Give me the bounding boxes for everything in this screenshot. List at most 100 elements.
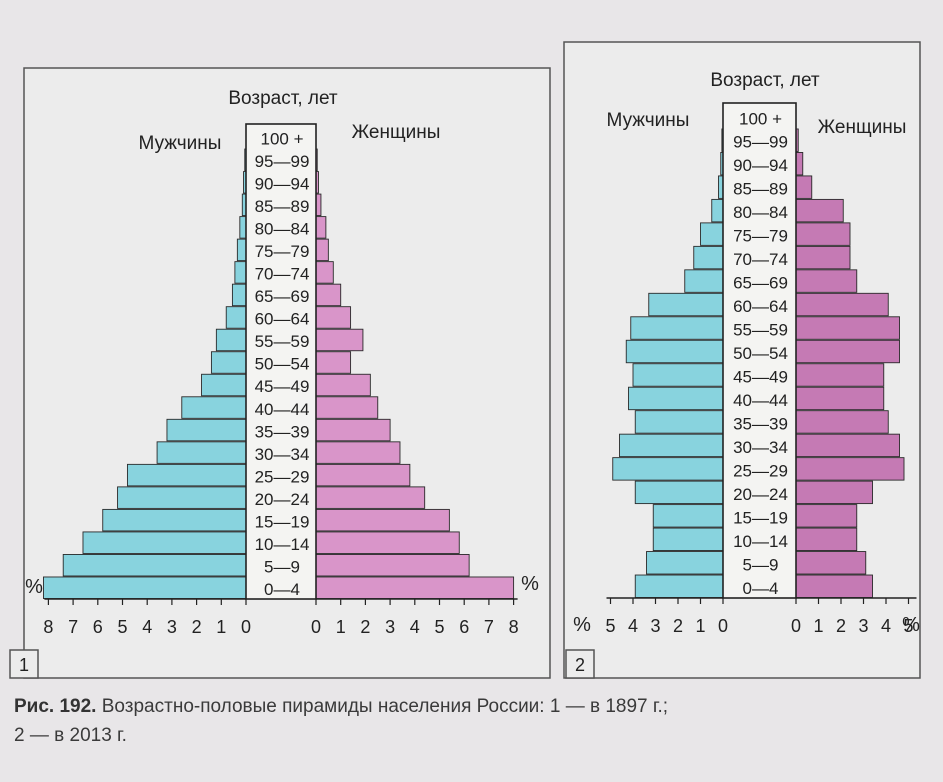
bar-male [652, 504, 724, 528]
bar-female [315, 531, 460, 554]
age-group-label: 25—29 [255, 467, 310, 486]
panel-1-number-box [9, 649, 39, 679]
tick-label: 2 [673, 616, 683, 636]
age-group-label: 20—24 [255, 490, 310, 509]
tick-label: 3 [858, 616, 868, 636]
tick-label: 4 [628, 616, 638, 636]
age-group-label: 30—34 [255, 445, 310, 464]
tick-label: 2 [836, 616, 846, 636]
panel-2-male-label: Мужчины [607, 110, 690, 131]
bar-female [315, 238, 329, 262]
bar-female [795, 363, 885, 387]
tick-label: 5 [117, 617, 127, 637]
tick-label: 3 [650, 616, 660, 636]
age-label-column [245, 123, 317, 600]
bar-male [612, 457, 724, 481]
caption-line2: 2 — в 2013 г. [14, 725, 127, 746]
age-group-label: 45—49 [255, 377, 310, 396]
tick-label: 4 [142, 617, 152, 637]
bar-female [315, 396, 379, 419]
bar-male [102, 508, 247, 532]
bar-male [634, 410, 724, 434]
bar-male [711, 198, 724, 223]
bar-female [315, 373, 371, 397]
age-group-label: 0—4 [743, 579, 779, 598]
tick-label: 7 [68, 617, 78, 637]
tick-label: 8 [509, 617, 519, 637]
bar-female [315, 554, 470, 577]
panel-2-title: Возраст, лет [710, 70, 820, 91]
bar-male [117, 486, 247, 509]
bar-female [315, 418, 391, 442]
bar-male [630, 316, 724, 340]
age-group-label: 60—64 [733, 297, 788, 316]
bar-female [315, 486, 426, 509]
tick-label: 2 [192, 617, 202, 637]
tick-label: 1 [336, 617, 346, 637]
bar-male [43, 576, 247, 599]
bar-female [795, 175, 813, 199]
tick-label: 3 [385, 617, 395, 637]
bar-female [315, 351, 352, 374]
bar-male [166, 418, 247, 442]
bar-female [795, 574, 873, 598]
bar-female [315, 463, 411, 487]
tick-label: 8 [43, 617, 53, 637]
age-group-label: 90—94 [255, 175, 310, 194]
tick-label: 0 [718, 616, 728, 636]
tick-label: 7 [484, 617, 494, 637]
age-group-label: 15—19 [255, 512, 310, 531]
panel-2-right-percent: % [902, 614, 920, 636]
age-group-label: 75—79 [733, 227, 788, 246]
tick-label: 5 [434, 617, 444, 637]
bar-male [225, 306, 247, 329]
tick-label: 4 [881, 616, 891, 636]
bar-female [315, 261, 334, 284]
age-group-label: 85—89 [255, 197, 310, 216]
bar-male [648, 292, 724, 317]
bar-male [684, 269, 724, 293]
tick-label: 5 [605, 616, 615, 636]
bar-female [315, 576, 515, 599]
tick-label: 0 [311, 617, 321, 637]
bar-female [795, 222, 851, 246]
age-group-label: 30—34 [733, 438, 788, 457]
bar-female [795, 339, 900, 364]
bar-male [181, 396, 247, 419]
bar-male [632, 363, 724, 387]
tick-label: 1 [695, 616, 705, 636]
bar-male [126, 463, 247, 487]
bar-female [315, 441, 401, 464]
age-group-label: 85—89 [733, 180, 788, 199]
panel-1-male-label: Мужчины [139, 133, 222, 154]
panel-1-number: 1 [19, 655, 29, 675]
bar-female [315, 216, 327, 239]
bar-male [628, 386, 724, 411]
bar-male [700, 222, 724, 246]
age-group-label: 10—14 [733, 532, 788, 551]
bar-female [795, 269, 858, 293]
panel-1-left-percent: % [25, 576, 43, 598]
tick-label: 3 [167, 617, 177, 637]
age-group-label: 100 + [260, 129, 303, 148]
bar-male [625, 339, 724, 364]
age-group-label: 80—84 [255, 220, 310, 239]
age-group-label: 55—59 [255, 332, 310, 351]
age-group-label: 50—54 [733, 344, 788, 363]
age-group-label: 40—44 [733, 391, 788, 410]
bar-female [315, 328, 364, 352]
tick-label: 1 [813, 616, 823, 636]
tick-label: 6 [459, 617, 469, 637]
age-group-label: 35—39 [255, 422, 310, 441]
bar-female [315, 283, 342, 307]
bar-male [201, 373, 247, 397]
bar-male [239, 216, 247, 239]
age-group-label: 70—74 [733, 250, 788, 269]
panel-1-title: Возраст, лет [228, 88, 338, 109]
bar-male [693, 245, 724, 270]
age-group-label: 50—54 [255, 355, 310, 374]
bar-female [315, 306, 352, 329]
panel-2-left-percent: % [573, 614, 591, 636]
tick-label: 5 [903, 616, 913, 636]
